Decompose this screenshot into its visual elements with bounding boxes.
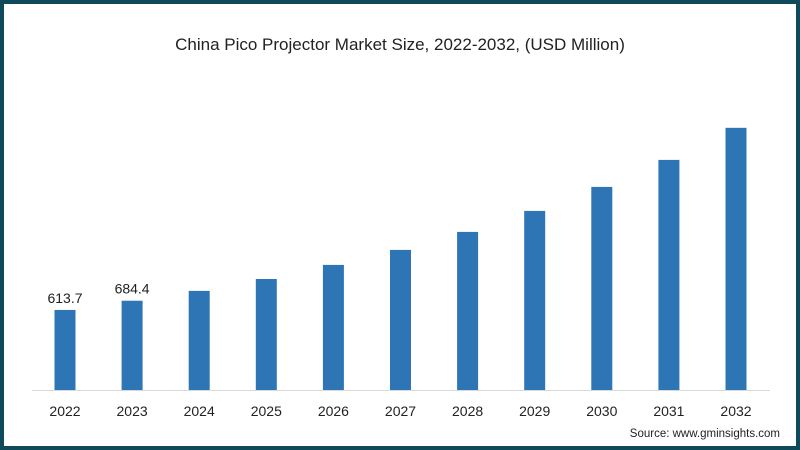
bar-2028 <box>457 231 479 390</box>
x-tick-2024: 2024 <box>184 403 215 419</box>
bar-2025 <box>255 279 277 390</box>
bar-2032 <box>725 127 747 391</box>
bar-2027 <box>390 249 411 390</box>
x-tick-2028: 2028 <box>452 403 483 419</box>
bar-2029 <box>524 210 546 390</box>
x-tick-2026: 2026 <box>318 403 349 419</box>
x-tick-2022: 2022 <box>49 403 80 419</box>
bar-2022 <box>54 309 76 390</box>
bar-2031 <box>658 159 680 390</box>
x-tick-2032: 2032 <box>720 403 751 419</box>
bar-2030 <box>591 186 613 390</box>
x-tick-2030: 2030 <box>586 403 617 419</box>
chart-title: China Pico Projector Market Size, 2022-2… <box>175 35 625 54</box>
bar-2024 <box>188 290 210 390</box>
bar-2023 <box>121 300 143 390</box>
x-tick-2027: 2027 <box>385 403 416 419</box>
data-label-2022: 613.7 <box>47 290 82 306</box>
bar-2026 <box>322 264 344 390</box>
data-label-2023: 684.4 <box>115 281 150 297</box>
x-tick-2031: 2031 <box>653 403 684 419</box>
x-tick-2023: 2023 <box>117 403 148 419</box>
source-note: Source: www.gminsights.com <box>630 428 780 440</box>
x-tick-2029: 2029 <box>519 403 550 419</box>
x-tick-2025: 2025 <box>251 403 282 419</box>
